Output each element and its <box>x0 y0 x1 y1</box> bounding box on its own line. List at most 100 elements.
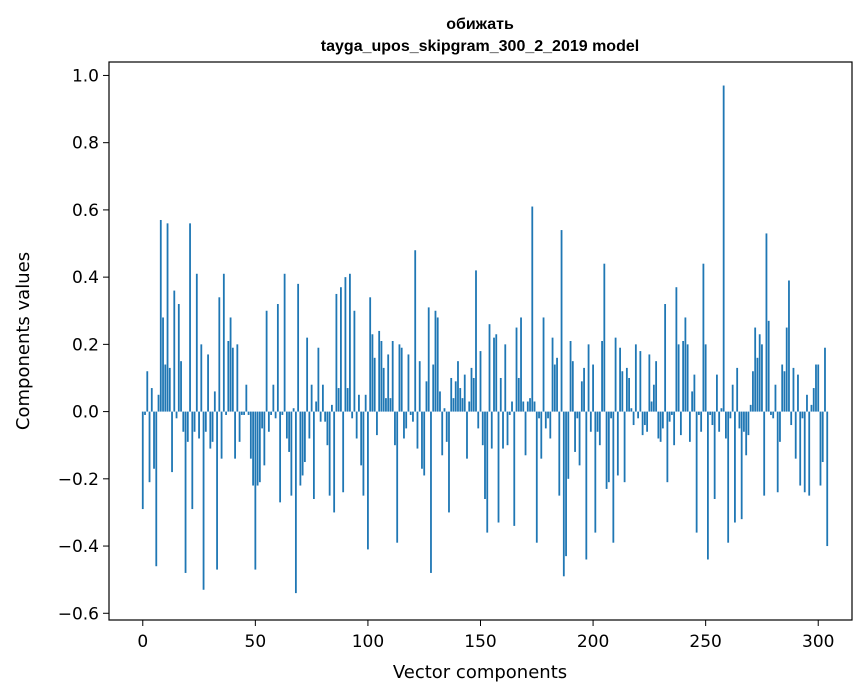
y-axis-ticks: −0.6 −0.4 −0.2 0.0 0.2 0.4 0.6 0.8 1.0 <box>58 66 109 624</box>
bar-297 <box>810 404 813 412</box>
bar-15 <box>175 411 178 419</box>
bar-79 <box>319 411 322 422</box>
bar-133 <box>441 411 444 456</box>
bar-121 <box>414 250 417 412</box>
bar-255 <box>716 374 718 412</box>
bar-283 <box>779 411 781 442</box>
bar-167 <box>517 377 520 412</box>
bar-238 <box>677 344 680 412</box>
x-axis-ticks: 0 50 100 150 200 250 300 <box>137 620 834 652</box>
bar-157 <box>495 334 498 412</box>
bar-214 <box>623 411 626 483</box>
bar-67 <box>292 408 295 412</box>
bar-218 <box>632 411 635 426</box>
bar-181 <box>549 411 552 439</box>
bar-81 <box>324 411 327 422</box>
bar-20 <box>186 411 189 442</box>
bar-232 <box>664 304 667 412</box>
bar-211 <box>616 411 619 476</box>
bar-90 <box>344 277 347 412</box>
bar-113 <box>396 411 399 543</box>
bar-165 <box>513 411 516 526</box>
bar-55 <box>265 310 268 412</box>
bar-262 <box>731 384 734 412</box>
bar-185 <box>558 411 561 496</box>
bar-86 <box>335 293 338 412</box>
bar-183 <box>553 364 556 412</box>
bar-155 <box>490 411 493 449</box>
bar-100 <box>367 411 369 550</box>
bar-18 <box>182 411 185 432</box>
bar-118 <box>407 354 410 412</box>
bar-206 <box>605 411 608 489</box>
bar-279 <box>770 411 772 415</box>
bar-134 <box>443 408 446 412</box>
bar-49 <box>252 411 254 486</box>
bar-52 <box>258 411 261 483</box>
bar-294 <box>803 411 806 493</box>
bar-127 <box>427 307 430 412</box>
y-tick-label: 0.2 <box>72 335 99 355</box>
bar-224 <box>646 411 649 432</box>
bar-62 <box>281 411 284 415</box>
bar-290 <box>794 411 797 459</box>
bar-287 <box>788 280 790 412</box>
bar-261 <box>729 411 732 419</box>
bar-54 <box>263 411 266 466</box>
bar-242 <box>686 344 689 412</box>
bar-276 <box>763 411 766 496</box>
bar-195 <box>580 381 583 412</box>
bar-216 <box>628 377 630 412</box>
bar-69 <box>297 283 300 412</box>
bar-194 <box>578 411 581 466</box>
bar-59 <box>274 411 277 419</box>
bar-85 <box>333 411 336 513</box>
bar-89 <box>342 411 345 493</box>
bar-125 <box>423 411 426 476</box>
bar-93 <box>351 411 354 419</box>
bar-34 <box>218 297 221 412</box>
bar-30 <box>209 411 212 449</box>
y-tick-label: 0.0 <box>72 403 99 423</box>
bar-33 <box>216 411 218 570</box>
bar-188 <box>565 411 567 557</box>
x-tick-label: 300 <box>802 632 834 652</box>
bar-108 <box>385 398 387 412</box>
bar-119 <box>409 411 412 415</box>
bar-184 <box>556 357 558 412</box>
bar-11 <box>166 223 169 412</box>
bar-35 <box>220 411 223 459</box>
bar-48 <box>249 411 252 459</box>
bar-192 <box>574 411 576 452</box>
bar-191 <box>571 361 574 412</box>
bar-253 <box>711 411 714 426</box>
bar-159 <box>499 377 502 412</box>
bar-233 <box>666 411 669 483</box>
bar-281 <box>774 384 777 412</box>
bar-124 <box>421 411 423 469</box>
bar-144 <box>466 411 468 459</box>
bar-111 <box>391 341 394 412</box>
bar-219 <box>634 344 637 412</box>
bar-229 <box>657 411 660 439</box>
y-tick-label: −0.4 <box>58 537 99 557</box>
bar-106 <box>380 341 383 412</box>
bar-256 <box>718 411 721 432</box>
bar-142 <box>461 398 464 412</box>
bar-266 <box>740 411 743 520</box>
bar-277 <box>765 233 768 412</box>
bar-259 <box>725 411 727 439</box>
bar-197 <box>585 411 588 560</box>
bar-293 <box>801 411 804 419</box>
bar-24 <box>195 273 198 412</box>
x-tick-label: 200 <box>577 632 609 652</box>
bar-202 <box>596 411 599 432</box>
bar-115 <box>400 347 403 412</box>
bar-68 <box>294 411 297 594</box>
bar-207 <box>607 411 610 483</box>
bar-156 <box>493 337 495 412</box>
bar-170 <box>524 411 527 456</box>
x-tick-label: 250 <box>689 632 721 652</box>
bar-274 <box>758 334 761 412</box>
